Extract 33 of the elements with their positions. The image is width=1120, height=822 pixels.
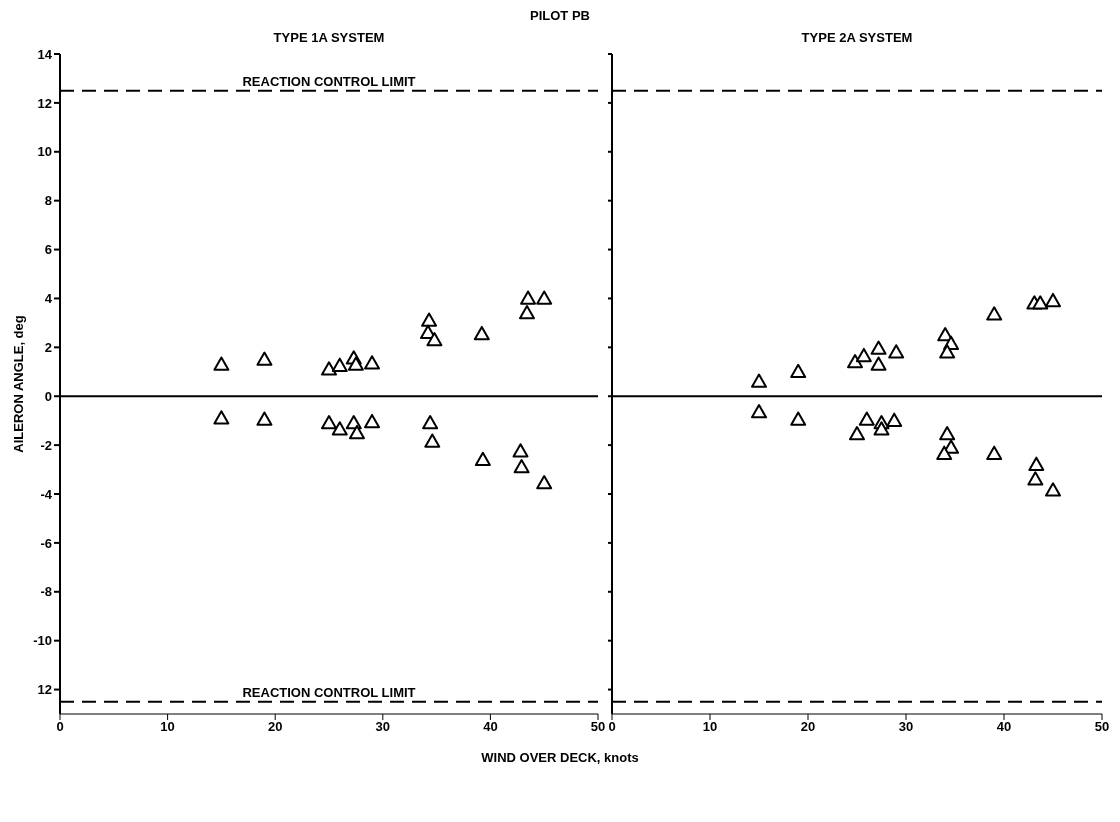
x-tick-label: 50: [1094, 719, 1110, 735]
ref-line-label: REACTION CONTROL LIMIT: [242, 73, 416, 89]
y-tick-label: 14: [37, 46, 53, 62]
x-tick-label: 40: [483, 719, 498, 735]
y-tick-label: 8: [44, 193, 52, 209]
y-tick-label: -8: [40, 584, 52, 600]
x-tick-label: 50: [590, 719, 606, 735]
y-tick-label: -10: [33, 633, 52, 649]
x-tick-label: 30: [898, 719, 914, 735]
y-axis-title: AILERON ANGLE, deg: [10, 315, 26, 453]
y-tick-label: 2: [44, 339, 52, 355]
x-tick-label: 10: [160, 719, 175, 735]
ref-line-label: REACTION CONTROL LIMIT: [242, 684, 416, 700]
y-tick-label: -2: [40, 437, 52, 453]
y-tick-label: 4: [44, 291, 53, 307]
x-axis-title: WIND OVER DECK, knots: [480, 750, 640, 765]
y-tick-label: -6: [40, 535, 52, 551]
x-tick-label: 10: [702, 719, 718, 735]
x-tick-label: 0: [608, 719, 616, 735]
y-tick-label: 10: [37, 144, 52, 160]
y-tick-label: 12: [37, 95, 52, 111]
x-tick-label: 40: [996, 719, 1012, 735]
x-tick-label: 20: [800, 719, 816, 735]
x-tick-label: 20: [267, 719, 283, 735]
y-tick-label: 6: [44, 242, 52, 258]
chart-title: TYPE 1A SYSTEM: [272, 30, 386, 45]
x-tick-label: 0: [56, 719, 64, 735]
chart-title: TYPE 2A SYSTEM: [800, 30, 914, 45]
y-tick-label: 0: [44, 388, 52, 404]
y-tick-label: 12: [37, 682, 52, 698]
y-tick-label: -4: [40, 486, 53, 502]
text: PILOT PB: [529, 8, 591, 25]
x-tick-label: 30: [375, 719, 391, 735]
